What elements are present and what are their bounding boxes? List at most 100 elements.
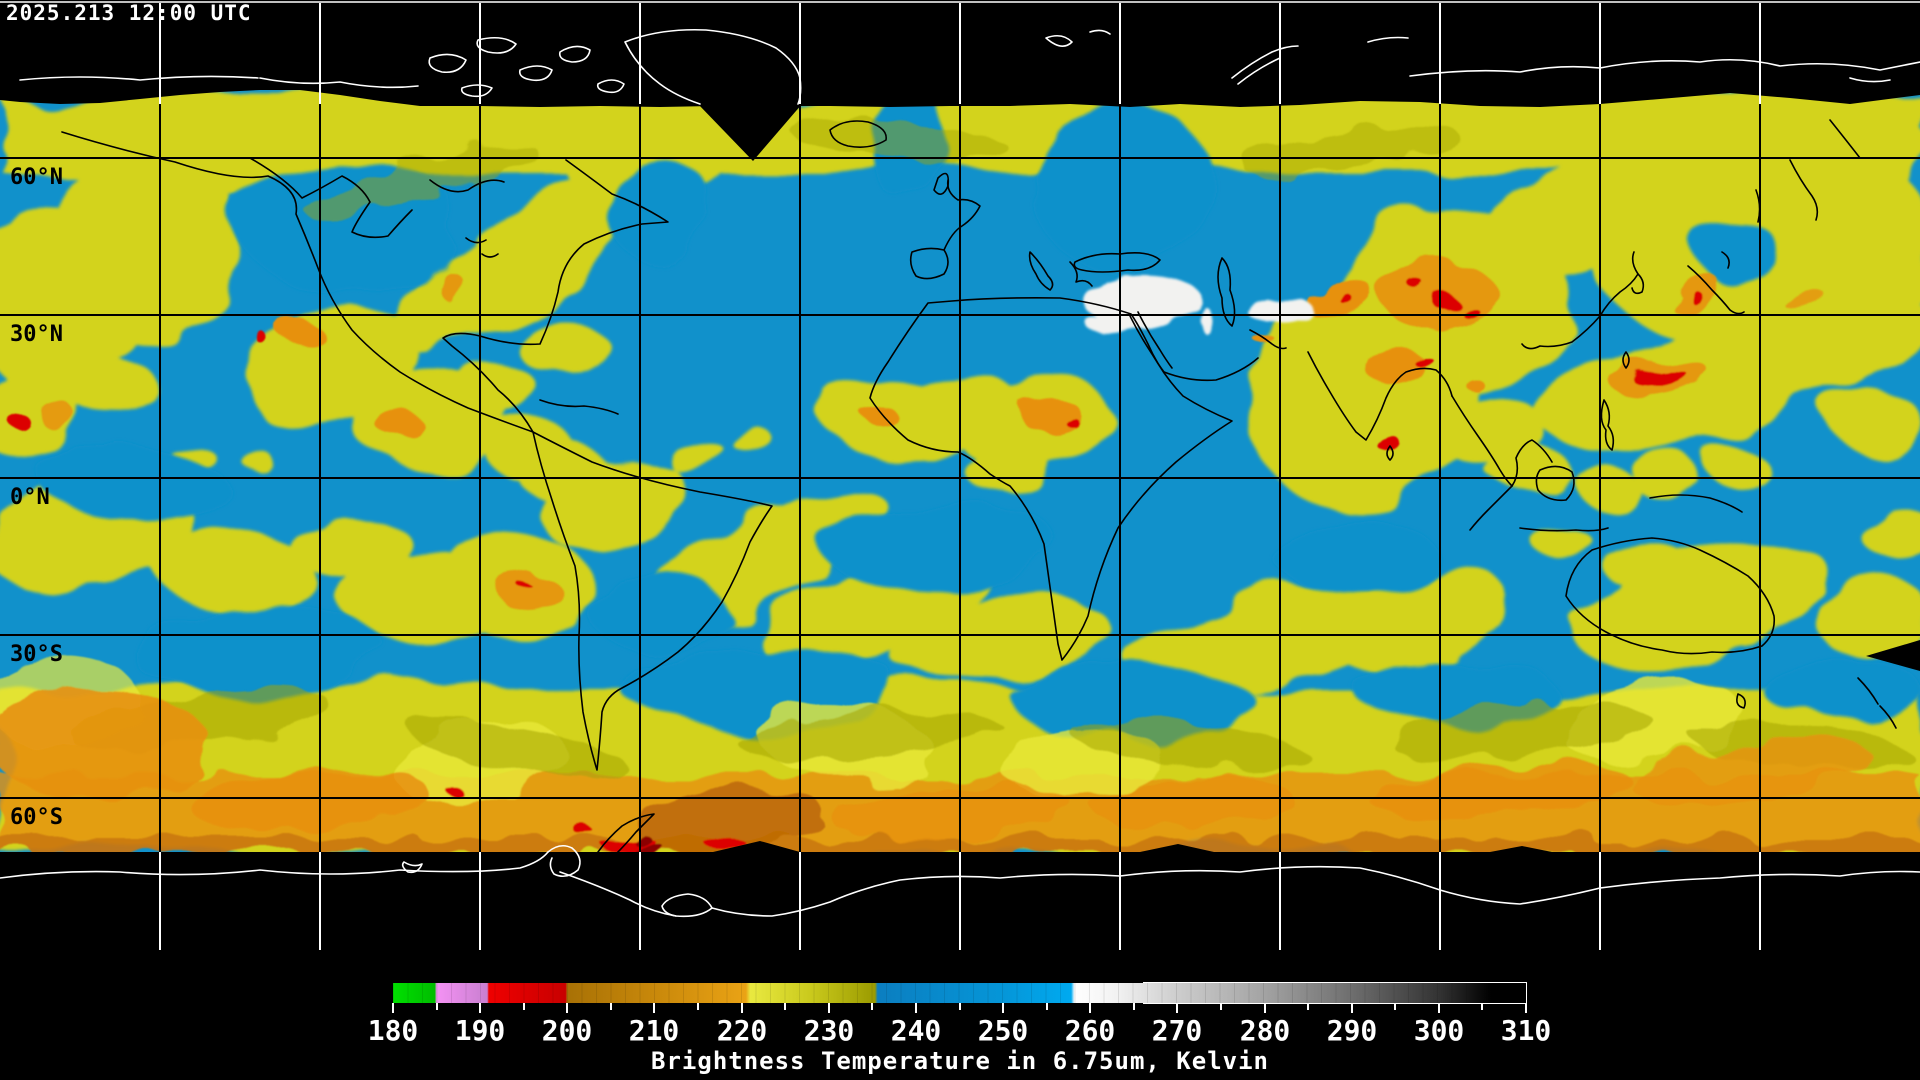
cloud-blob xyxy=(967,447,1057,497)
coastline-space xyxy=(559,871,713,918)
timestamp-label: 2025.213 12:00 UTC xyxy=(6,1,252,25)
coastline xyxy=(1521,315,1601,350)
cloud-blob xyxy=(790,119,1010,161)
cloud-blob xyxy=(303,143,537,217)
coastline-space xyxy=(19,75,259,81)
coastlines-on-data xyxy=(61,119,1897,855)
cloud-blob xyxy=(892,599,1112,685)
cloud-blob xyxy=(1532,526,1592,558)
latitude-label: 60°N xyxy=(10,165,63,190)
coastline-space xyxy=(518,65,553,82)
cloud-blob xyxy=(280,319,320,345)
no-data-right-notch xyxy=(1866,640,1920,671)
cloud-blob xyxy=(1492,447,1572,497)
cloud-blob xyxy=(1702,444,1762,480)
cloud-blob xyxy=(658,434,722,466)
cloud-blob xyxy=(1338,293,1352,303)
coastline xyxy=(1069,261,1093,287)
coastline xyxy=(442,159,669,433)
coastline xyxy=(1599,251,1639,317)
coastline xyxy=(1736,693,1746,709)
cloud-blob xyxy=(1538,315,1902,449)
cloud-blob xyxy=(447,788,463,796)
cloud-blob xyxy=(1634,367,1686,387)
cloud-blob xyxy=(1373,432,1397,448)
cloud-blob xyxy=(453,362,537,418)
coastline xyxy=(1600,399,1615,451)
coastline-space xyxy=(0,851,549,879)
cloud-blob xyxy=(1372,763,1632,821)
cloud-blob xyxy=(1245,288,1475,512)
cloud-blob xyxy=(147,522,323,622)
cloud-blob xyxy=(820,500,1060,590)
cloud-blob xyxy=(1572,462,1632,502)
coastline-space xyxy=(1849,77,1891,83)
cloud-blob xyxy=(1571,538,1829,666)
cloud-blob xyxy=(1022,398,1082,434)
cloud-blob xyxy=(1433,294,1457,310)
cloud-blob xyxy=(740,710,1000,760)
cloud-blob xyxy=(1065,417,1079,427)
cloud-blob xyxy=(1390,702,1650,758)
coastline-space xyxy=(711,865,1920,917)
coastline-space xyxy=(401,861,423,874)
cloud-blob xyxy=(1818,582,1920,662)
cloud-blob xyxy=(521,584,533,592)
coastline xyxy=(429,179,505,258)
coastline xyxy=(61,131,534,433)
coastline-space xyxy=(460,84,493,98)
cloud-blob xyxy=(730,428,774,452)
cloud-blob xyxy=(1633,737,1871,807)
cloud-blob xyxy=(590,580,730,650)
cloud-blob xyxy=(1461,306,1479,318)
cloud-blob xyxy=(1835,395,1920,455)
cloud-blob xyxy=(1070,719,1310,771)
cloud-blob xyxy=(1412,354,1432,366)
cloud-blob xyxy=(1092,775,1292,829)
coastline xyxy=(1163,357,1259,382)
cloud-blob xyxy=(373,406,417,434)
cloud-blob xyxy=(635,788,825,856)
cloud-blob xyxy=(617,157,713,273)
coastline xyxy=(1028,251,1054,291)
coastline xyxy=(909,247,949,280)
cloud-blob xyxy=(1201,308,1213,334)
cloud-blob xyxy=(442,279,468,301)
coastline-space xyxy=(661,893,713,917)
cloud-blob xyxy=(256,333,268,343)
coastline xyxy=(1535,465,1575,502)
latitude-label: 30°S xyxy=(10,642,63,667)
coastline-space xyxy=(547,844,581,878)
cloud-blob xyxy=(237,447,269,465)
coastline xyxy=(532,431,773,771)
latitude-label: 30°N xyxy=(10,322,63,347)
coastline-space xyxy=(596,79,625,94)
coastline-space xyxy=(476,36,517,54)
coastline xyxy=(539,399,619,415)
cloud-blob xyxy=(411,721,629,779)
coastline xyxy=(1687,251,1745,315)
cloud-blob xyxy=(0,690,210,800)
coastline xyxy=(1129,311,1173,373)
latitude-label: 0°N xyxy=(10,485,50,510)
cloud-blob xyxy=(705,836,745,850)
coastline xyxy=(1217,257,1236,327)
cloud-blob xyxy=(42,404,78,432)
coastline xyxy=(1249,329,1287,350)
cloud-blob xyxy=(517,442,607,502)
graticule xyxy=(0,1,1920,950)
cloud-blob xyxy=(190,770,430,830)
coastline xyxy=(1622,351,1630,369)
cloud-blob xyxy=(1030,110,1220,270)
cloud-blob xyxy=(1365,346,1425,386)
coastline xyxy=(829,120,887,148)
coastline xyxy=(1631,273,1645,295)
greenland-interior xyxy=(698,104,802,161)
coastline-space xyxy=(1045,34,1073,47)
coastline-space xyxy=(259,77,419,89)
coastline xyxy=(933,172,950,195)
latitude-label: 60°S xyxy=(10,805,63,830)
coastline xyxy=(1649,494,1743,513)
cloud-blob xyxy=(515,317,605,373)
coastline xyxy=(249,157,413,239)
